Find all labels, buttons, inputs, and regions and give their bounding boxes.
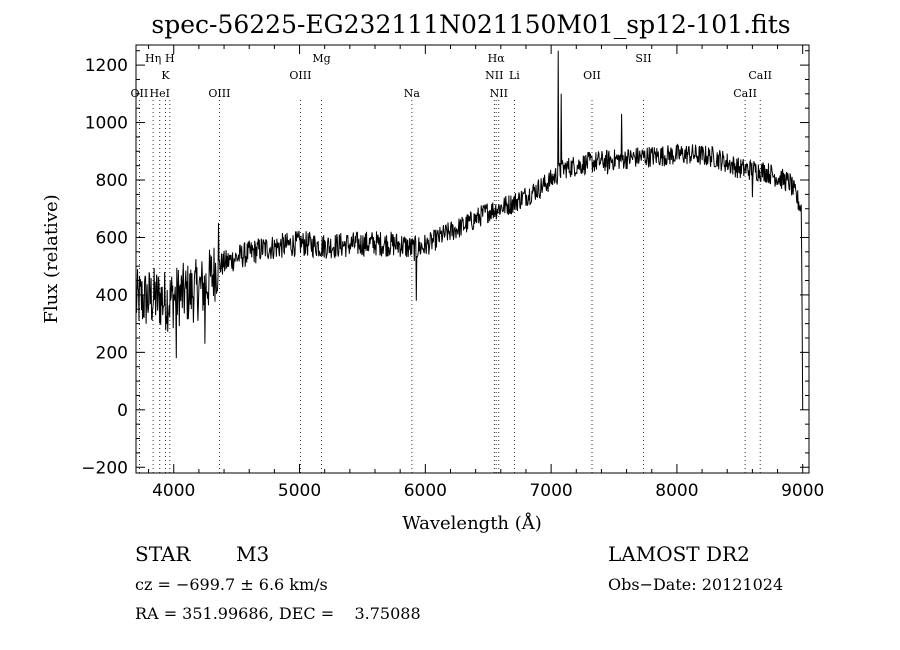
object-subclass: M3: [236, 542, 270, 566]
y-tick-label: −200: [81, 458, 128, 478]
redshift-readout: cz = −699.7 ± 6.6 km/s: [135, 575, 328, 594]
x-tick-label: 5000: [278, 481, 321, 501]
spectral-line-label: Mg: [312, 52, 330, 65]
spectral-line-label: HeI: [150, 87, 170, 100]
spectral-line-label: Na: [404, 87, 421, 100]
x-tick-label: 9000: [781, 481, 824, 501]
y-axis-label: Flux (relative): [41, 194, 62, 323]
spectral-line-label: H: [165, 52, 175, 65]
spectral-line-label: CaII: [733, 87, 757, 100]
x-tick-label: 4000: [152, 481, 195, 501]
obs-date: Obs−Date: 20121024: [608, 575, 784, 594]
spectral-line-label: Li: [509, 69, 520, 82]
spectral-line-label: SII: [635, 52, 651, 65]
spectral-line-label: OIII: [208, 87, 230, 100]
spectral-line-label: Hα: [488, 52, 506, 65]
x-tick-label: 6000: [404, 481, 447, 501]
y-tick-label: 800: [96, 171, 128, 191]
y-tick-label: 1200: [85, 56, 128, 76]
spectral-line-label: K: [161, 69, 170, 82]
survey-name: LAMOST DR2: [608, 542, 750, 566]
axis-ticks: 4000 5000 6000 7000 8000 9000 −200 0 200 400 600 80…: [81, 45, 824, 501]
x-tick-label: 7000: [529, 481, 572, 501]
y-tick-label: 1000: [85, 114, 128, 134]
spectral-line-label: NII: [485, 69, 503, 82]
x-tick-label: 8000: [655, 481, 698, 501]
coordinates-readout: RA = 351.99686, DEC = 3.75088: [135, 604, 421, 623]
spectral-line-label: OIII: [289, 69, 311, 82]
plot-frame: [135, 44, 810, 474]
object-class: STAR: [135, 542, 191, 566]
spectrum-series: [135, 50, 804, 410]
y-tick-label: 200: [96, 343, 128, 363]
spectral-line-label: NII: [490, 87, 508, 100]
y-tick-label: 0: [117, 401, 128, 421]
x-axis-label: Wavelength (Å): [402, 512, 542, 534]
y-tick-label: 400: [96, 286, 128, 306]
chart-title: spec-56225-EG232111N021150M01_sp12-101.f…: [151, 10, 790, 39]
spectral-line-label: Hη: [145, 52, 161, 65]
spectral-line-label: OII: [583, 69, 601, 82]
spectral-line-label: CaII: [748, 69, 772, 82]
y-tick-label: 600: [96, 228, 128, 248]
